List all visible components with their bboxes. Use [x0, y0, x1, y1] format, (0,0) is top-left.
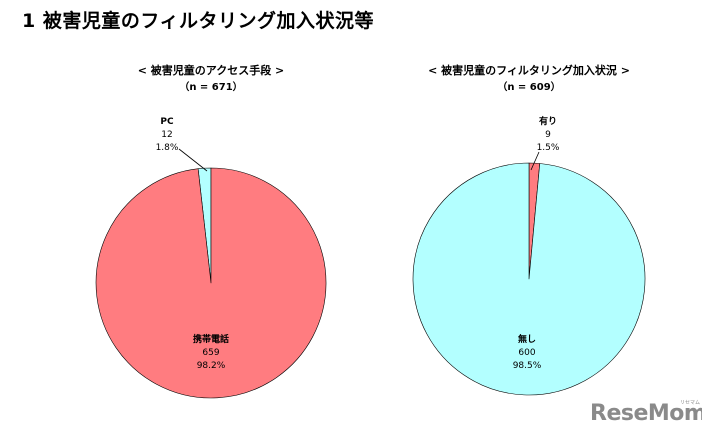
chart-title: < 被害児童のフィルタリング加入状況 > [428, 63, 630, 77]
pie-slice-0 [95, 167, 327, 399]
slice-label-value: 659 [202, 348, 219, 358]
slice-label-value: 600 [518, 348, 535, 358]
chart-title: < 被害児童のアクセス手段 > [138, 63, 285, 77]
slice-label-value: 12 [161, 130, 172, 140]
slice-label-percent: 98.5% [513, 361, 542, 371]
slice-label-name: PC [160, 117, 174, 127]
page-title: 1 被害児童のフィルタリング加入状況等 [22, 10, 374, 32]
resemom-logo-kana: リセマム [680, 400, 701, 406]
slice-label-percent: 98.2% [197, 361, 226, 371]
slice-label-name: 有り [539, 115, 557, 127]
leader-line [178, 148, 208, 172]
slice-label-name: 無し [518, 333, 536, 345]
slice-label-percent: 1.8% [156, 143, 179, 153]
resemom-logo: ReseMom [590, 401, 702, 426]
slice-label-percent: 1.5% [537, 143, 560, 153]
slice-label-name: 携帯電話 [193, 333, 229, 345]
chart-subtitle: （n = 671） [179, 80, 242, 93]
pie-slice-0 [412, 162, 646, 396]
chart-subtitle: （n = 609） [497, 80, 560, 93]
leader-line [530, 151, 540, 171]
slice-label-value: 9 [545, 130, 551, 140]
